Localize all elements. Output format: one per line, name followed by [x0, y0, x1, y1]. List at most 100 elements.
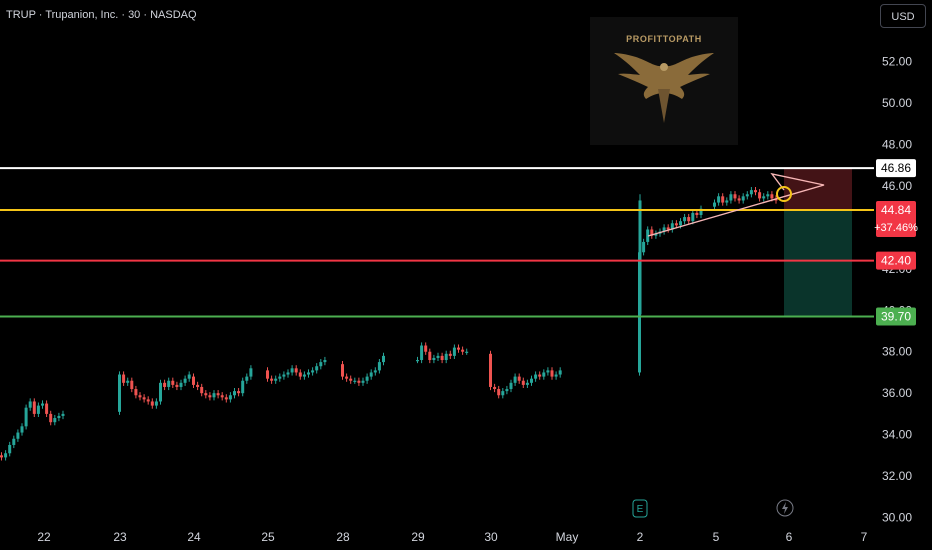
candle-body [444, 353, 448, 361]
candle-body [546, 370, 550, 373]
candle-body [638, 200, 642, 315]
y-tick-label: 32.00 [882, 469, 912, 483]
candle-body [41, 403, 44, 406]
flash-icon[interactable] [776, 499, 794, 517]
position-zones [784, 168, 852, 317]
candle-body [233, 391, 236, 396]
candle-body [237, 391, 241, 394]
candle-body [204, 393, 208, 396]
candle-body [448, 353, 452, 356]
candle-body [249, 368, 253, 377]
candle-body [758, 192, 762, 199]
candle-body [361, 380, 365, 383]
candle-body [179, 382, 183, 387]
candle-body [525, 382, 529, 385]
y-tick-label: 34.00 [882, 428, 912, 442]
candlesticks [0, 187, 778, 461]
candle-body [20, 426, 24, 433]
candle-body [4, 453, 8, 458]
candle-body [550, 370, 554, 377]
triangle-pattern[interactable] [647, 172, 825, 237]
candle-body [357, 380, 361, 383]
currency-button[interactable]: USD [880, 4, 926, 28]
candle-body [57, 415, 61, 419]
candle-body [558, 370, 562, 375]
x-tick-label: 29 [411, 530, 425, 544]
candle-body [654, 233, 658, 236]
candle-body [683, 217, 687, 222]
candle-body [424, 345, 428, 352]
candle-body [695, 212, 699, 215]
candle-body [461, 349, 465, 352]
candle-body [493, 386, 497, 390]
y-tick-label: 50.00 [882, 96, 912, 110]
candle-body [130, 380, 134, 390]
profittopath-logo: PROFITTOPATH [590, 17, 738, 145]
candle-body [420, 345, 424, 361]
earnings-icon: E [637, 504, 644, 515]
x-tick-label: 6 [786, 530, 793, 544]
candle-body [311, 370, 315, 373]
candle-body [118, 374, 121, 412]
price-label-box [876, 307, 916, 326]
candle-body [286, 372, 290, 375]
candle-body [721, 196, 725, 203]
candle-body [365, 376, 369, 381]
candle-body [183, 378, 187, 383]
candle-body [505, 389, 509, 392]
candle-body [754, 190, 757, 193]
candle-body [662, 227, 666, 232]
candle-body [416, 360, 419, 362]
candle-body [187, 374, 191, 379]
candle-body [49, 413, 53, 423]
x-tick-label: 30 [484, 530, 498, 544]
candle-body [725, 200, 729, 203]
candle-body [729, 194, 733, 201]
candle-body [126, 380, 130, 383]
candle-body [530, 378, 533, 383]
y-tick-label: 38.00 [882, 345, 912, 359]
candle-body [691, 212, 695, 222]
candle-body [142, 397, 146, 400]
candle-body [679, 221, 682, 226]
price-axis[interactable]: 30.0032.0034.0036.0038.0040.0042.0044.00… [882, 55, 912, 525]
candle-body [61, 413, 65, 416]
candle-body [554, 374, 558, 377]
candle-body [212, 393, 216, 398]
candle-body [428, 351, 432, 361]
candle-body [163, 382, 167, 387]
candle-body [290, 368, 294, 373]
stop-zone [784, 168, 852, 211]
candle-body [489, 353, 492, 387]
candle-body [713, 202, 716, 207]
candle-body [770, 194, 774, 199]
candle-body [353, 380, 357, 382]
time-axis[interactable]: 22 23 24 25 28 29 30 May 2 5 6 7 [37, 530, 867, 544]
drawings[interactable] [647, 172, 825, 237]
candle-body [737, 198, 741, 201]
horizontal-levels[interactable] [0, 167, 874, 318]
candle-body [200, 386, 204, 394]
candle-body [509, 382, 513, 390]
candle-body [517, 376, 521, 381]
candle-body [501, 391, 505, 396]
candle-body [687, 217, 691, 222]
candle-body [741, 196, 745, 201]
candle-body [28, 401, 32, 408]
candle-body [674, 223, 678, 226]
candle-body [521, 380, 525, 385]
price-label-box [876, 159, 916, 178]
price-label: 44.84 [881, 203, 911, 217]
highlight-circle[interactable] [776, 186, 792, 202]
earnings-marker[interactable]: E [632, 499, 648, 518]
candle-body [670, 223, 674, 230]
candle-body [8, 444, 12, 454]
candle-body [36, 405, 40, 414]
candle-body [146, 399, 150, 402]
target-zone [784, 210, 852, 317]
candle-body [266, 370, 269, 379]
candle-body [497, 389, 501, 396]
candle-body [699, 208, 703, 215]
candle-body [666, 227, 670, 230]
